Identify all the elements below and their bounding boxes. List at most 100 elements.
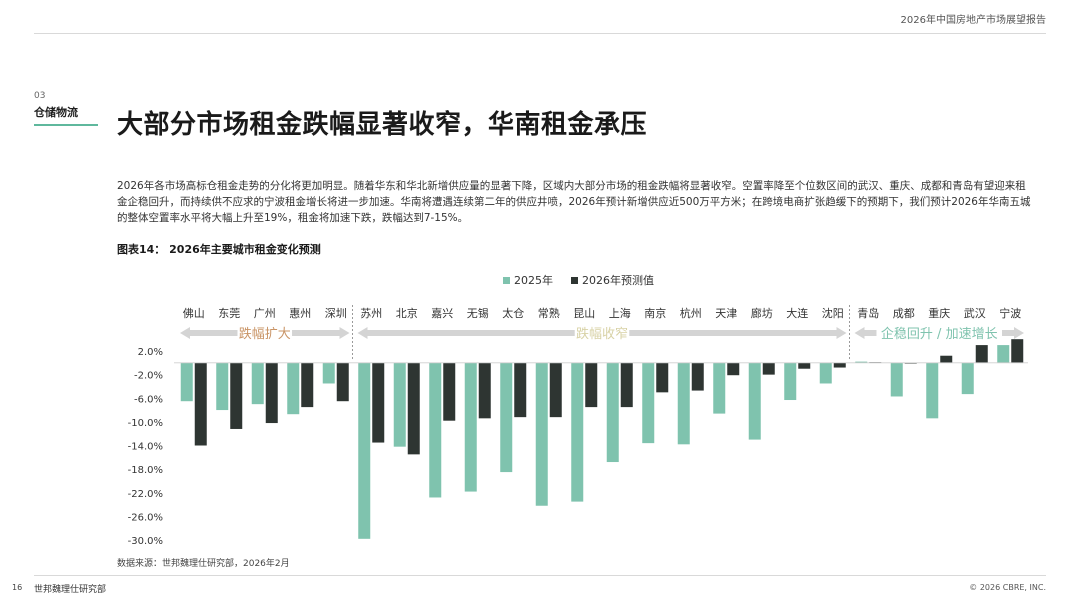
bar-2025: [677, 362, 690, 445]
bar-2025: [642, 362, 655, 444]
y-tick-label: -2.0%: [134, 371, 163, 382]
bar-2025: [961, 362, 974, 395]
city-label: 无锡: [467, 306, 489, 320]
city-label: 太仓: [502, 306, 524, 320]
group-label: 企稳回升 / 加速增长: [881, 326, 998, 342]
arrow-shaft-left: [863, 330, 877, 336]
legend-item-2026: 2026年预测值: [571, 272, 654, 288]
bar-2025: [216, 362, 229, 411]
bar-2026-forecast: [727, 362, 740, 376]
bar-2026-forecast: [514, 362, 527, 418]
city-label: 苏州: [360, 307, 382, 320]
footer-org: 世邦魏理仕研究部: [34, 585, 107, 595]
data-source: 数据来源：世邦魏理仕研究部，2026年2月: [117, 559, 290, 569]
city-label: 上海: [609, 306, 631, 320]
city-label: 嘉兴: [431, 306, 453, 320]
bar-2025: [287, 362, 300, 415]
bar-2026-forecast: [656, 362, 669, 393]
bar-2026-forecast: [620, 362, 633, 408]
copyright: © 2026 CBRE, INC.: [969, 583, 1046, 592]
bar-2025: [855, 361, 868, 363]
bar-2025: [535, 362, 548, 506]
arrow-head-left: [180, 327, 190, 339]
section-number: 03: [34, 91, 46, 101]
section-underline: [34, 124, 98, 126]
bar-2025: [393, 362, 406, 447]
top-divider: [34, 33, 1046, 34]
bar-2026-forecast: [1011, 339, 1024, 363]
arrow-shaft-left: [366, 330, 575, 336]
city-label: 北京: [396, 306, 418, 320]
legend-label-2026: 2026年预测值: [582, 274, 654, 287]
bar-2026-forecast: [833, 362, 846, 368]
bar-2026-forecast: [975, 345, 988, 363]
chart-legend: 2025年 2026年预测值: [503, 272, 672, 288]
city-label: 广州: [254, 307, 276, 320]
bar-2026-forecast: [407, 362, 420, 455]
arrow-head-right: [339, 327, 350, 339]
bar-2026-forecast: [372, 362, 385, 443]
bar-2026-forecast: [443, 362, 456, 421]
city-label: 常熟: [538, 306, 560, 320]
bar-2026-forecast: [798, 362, 811, 369]
legend-label-2025: 2025年: [514, 274, 553, 287]
city-label: 宁波: [999, 306, 1021, 320]
bar-2025: [180, 362, 193, 402]
group-label: 跌幅收窄: [576, 326, 628, 342]
bar-2025: [571, 362, 584, 502]
page-number: 16: [12, 583, 23, 592]
city-label: 南京: [644, 306, 666, 320]
arrow-head-right: [1014, 327, 1024, 339]
bar-2026-forecast: [336, 362, 349, 402]
report-title: 2026年中国房地产市场展望报告: [900, 15, 1046, 26]
y-tick-label: -18.0%: [128, 465, 163, 476]
bar-2025: [251, 362, 264, 405]
bar-2025: [713, 362, 726, 414]
legend-swatch-2026: [571, 276, 578, 284]
y-tick-label: -14.0%: [128, 442, 163, 453]
arrow-shaft-right: [292, 330, 341, 336]
y-tick-label: -26.0%: [128, 512, 163, 523]
legend-swatch-2025: [503, 276, 510, 284]
city-label: 佛山: [183, 307, 205, 320]
arrow-shaft-left: [189, 330, 238, 336]
city-label: 成都: [893, 307, 915, 320]
bar-2025: [784, 362, 797, 401]
city-label: 天津: [715, 307, 737, 320]
city-label: 深圳: [325, 307, 347, 320]
bar-2025: [322, 362, 335, 384]
bar-2026-forecast: [549, 362, 562, 418]
city-label: 昆山: [573, 307, 595, 320]
arrow-head-right: [836, 327, 847, 339]
bar-2025: [429, 362, 442, 498]
bar-2025: [500, 362, 513, 473]
bar-2025: [926, 362, 939, 419]
bar-2025: [606, 362, 619, 463]
page-headline: 大部分市场租金跌幅显著收窄，华南租金承压: [117, 110, 648, 140]
bar-2025: [748, 362, 761, 440]
city-label: 青岛: [857, 306, 879, 320]
body-paragraph: 2026年各市场高标仓租金走势的分化将更加明显。随着华东和华北新增供应量的显著下…: [117, 180, 1031, 224]
arrow-shaft-right: [629, 330, 838, 336]
y-tick-label: -30.0%: [128, 536, 163, 547]
bottom-divider: [34, 575, 1046, 576]
city-label: 大连: [786, 306, 808, 320]
arrow-head-left: [854, 327, 865, 339]
bar-2025: [358, 362, 371, 539]
city-label: 武汉: [964, 307, 986, 320]
bar-2026-forecast: [585, 362, 598, 408]
bar-2026-forecast: [301, 362, 314, 408]
bar-2026-forecast: [194, 362, 207, 446]
arrow-shaft-right: [1002, 330, 1015, 336]
bar-2026-forecast: [265, 362, 278, 424]
city-label: 廊坊: [751, 306, 773, 320]
bar-2025: [464, 362, 477, 492]
y-tick-label: 2.0%: [138, 347, 163, 358]
bar-2026-forecast: [691, 362, 704, 391]
city-label: 重庆: [928, 306, 950, 320]
bar-2025: [997, 345, 1010, 363]
bar-2026-forecast: [478, 362, 491, 419]
bar-2026-forecast: [940, 355, 953, 363]
city-label: 杭州: [680, 306, 702, 320]
